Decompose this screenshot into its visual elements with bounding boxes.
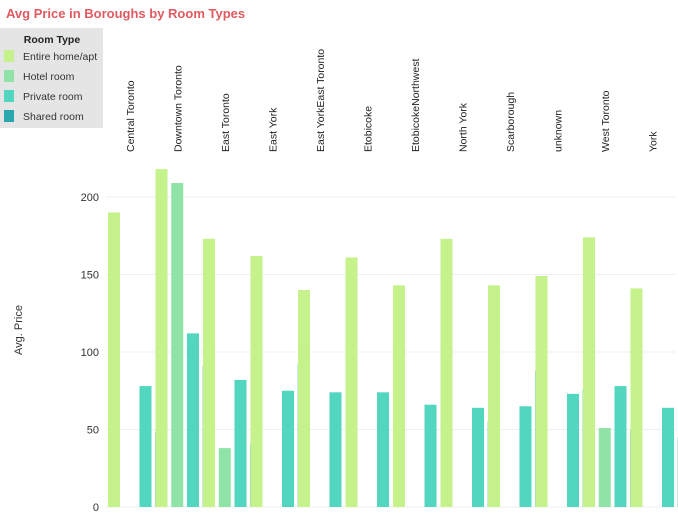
category-label: EtobicokeNorthwest	[410, 59, 422, 152]
category-label: West Toronto	[600, 90, 612, 152]
bar[interactable]	[583, 237, 595, 508]
y-tick-label: 200	[81, 192, 99, 204]
bar[interactable]	[139, 386, 152, 507]
bar[interactable]	[393, 285, 405, 507]
chart-title: Avg Price in Boroughs by Room Types	[6, 6, 245, 21]
legend: Room Type Entire home/apt Hotel room Priva…	[0, 28, 103, 128]
bar[interactable]	[171, 183, 184, 508]
category-label: Etobicoke	[363, 106, 375, 152]
legend-label: Shared room	[23, 111, 84, 123]
legend-label: Hotel room	[23, 71, 75, 83]
y-tick-label: 0	[93, 502, 99, 513]
legend-swatch	[4, 50, 14, 62]
y-axis-ticks: 0 50 100 150 200	[81, 192, 99, 513]
bar[interactable]	[519, 406, 532, 507]
bar[interactable]	[234, 379, 247, 507]
bar[interactable]	[155, 169, 168, 507]
bar[interactable]	[662, 407, 674, 507]
category-labels: Central Toronto Downtown Toronto East Toro…	[125, 49, 660, 152]
bar[interactable]	[218, 448, 231, 507]
bar[interactable]	[377, 392, 389, 507]
legend-label: Private room	[23, 91, 83, 103]
bar[interactable]	[424, 404, 437, 507]
bar[interactable]	[329, 392, 342, 507]
category-label: York	[648, 131, 660, 152]
bar[interactable]	[472, 407, 484, 507]
legend-swatch	[4, 90, 14, 102]
category-label: North York	[458, 102, 470, 152]
legend-swatch	[4, 110, 14, 122]
bar[interactable]	[108, 212, 120, 508]
legend-swatch	[4, 70, 14, 82]
y-tick-label: 150	[81, 270, 99, 282]
legend-background	[0, 28, 103, 128]
y-tick-label: 50	[87, 425, 99, 437]
bar[interactable]	[630, 288, 643, 507]
category-label: East Toronto	[220, 93, 232, 152]
category-label: Scarborough	[505, 92, 517, 152]
category-label: East York	[268, 107, 280, 152]
bar[interactable]	[298, 290, 310, 507]
category-label: Central Toronto	[125, 80, 137, 152]
grid-lines	[106, 196, 676, 508]
bar[interactable]	[567, 393, 579, 507]
bar[interactable]	[187, 333, 199, 507]
category-label: Downtown Toronto	[173, 65, 185, 152]
category-label: East YorkEast Toronto	[315, 49, 327, 152]
bar[interactable]	[535, 276, 548, 507]
legend-title: Room Type	[24, 34, 81, 46]
bar[interactable]	[250, 255, 263, 507]
bar[interactable]	[203, 238, 215, 507]
bar[interactable]	[282, 390, 294, 507]
category-label: unknown	[553, 110, 565, 152]
bars	[108, 169, 678, 508]
y-axis-title: Avg. Price	[13, 305, 25, 355]
y-tick-label: 100	[81, 347, 99, 359]
bar[interactable]	[345, 257, 358, 507]
bar[interactable]	[598, 427, 611, 507]
bar[interactable]	[488, 285, 500, 507]
bar[interactable]	[614, 386, 627, 507]
legend-label: Entire home/apt	[23, 51, 97, 63]
bar[interactable]	[440, 238, 453, 507]
